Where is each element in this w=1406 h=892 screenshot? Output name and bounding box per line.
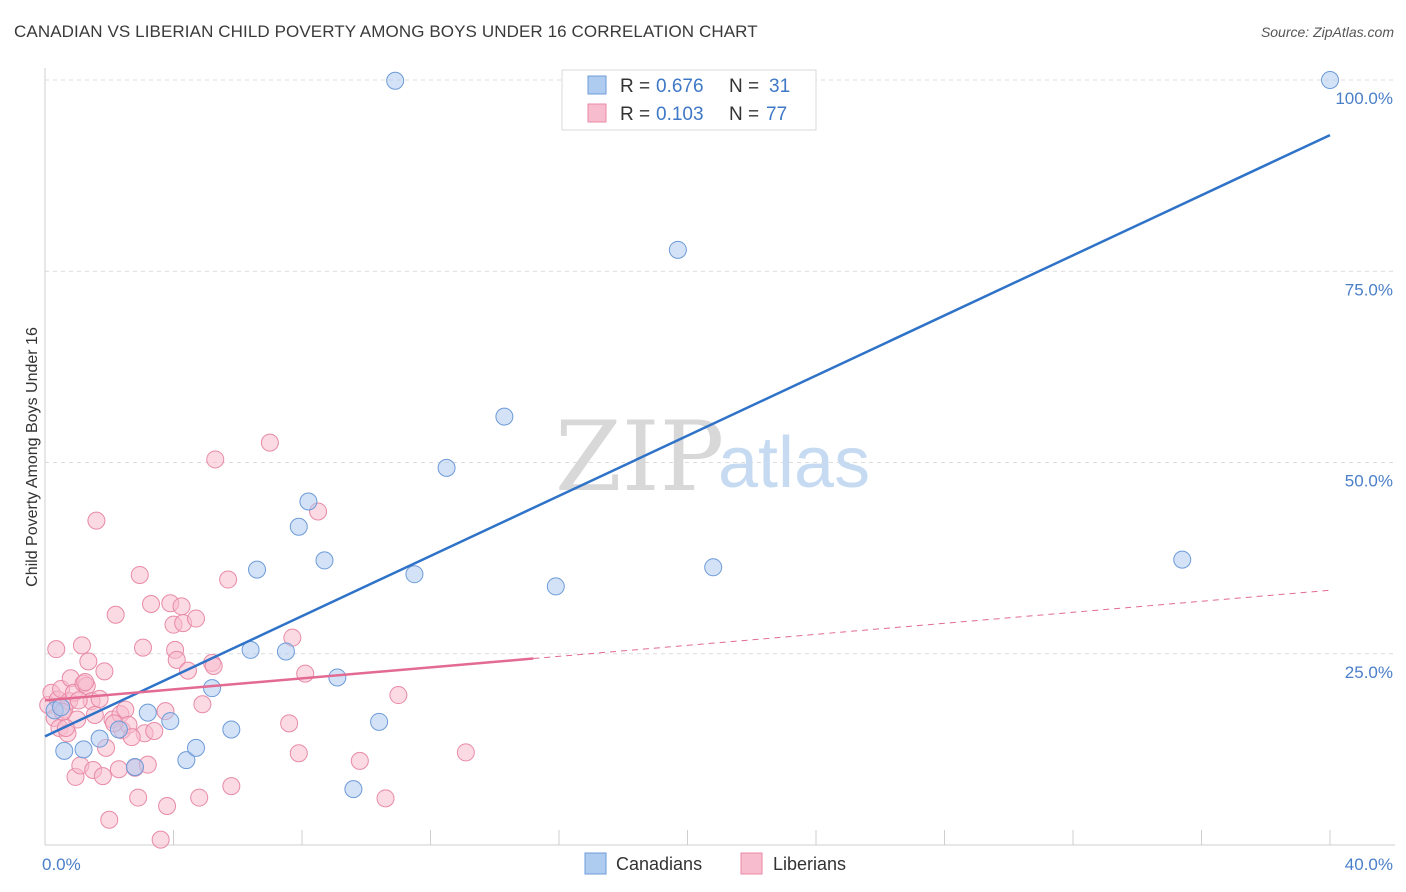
axes — [44, 68, 1395, 846]
liberian-point — [186, 609, 205, 628]
canadian-point — [276, 642, 295, 661]
liberian-point — [133, 638, 152, 657]
canadian-point — [90, 729, 109, 748]
legend-r-value-canadians: 0.676 — [656, 76, 704, 97]
legend-r-label-liberians: R = — [620, 104, 650, 125]
liberian-point — [72, 636, 91, 655]
canadian-point — [328, 668, 347, 687]
canadian-point — [74, 740, 93, 759]
liberian-point — [93, 767, 112, 786]
canadians-trend-line — [44, 133, 1331, 738]
legend-r-label-canadians: R = — [620, 76, 650, 97]
canadian-point — [1321, 71, 1339, 89]
axis-ticks: 25.0% 50.0% 75.0% 100.0% 0.0% 40.0% — [42, 89, 1393, 874]
liberian-point — [76, 673, 95, 692]
y-tick-label: 100.0% — [1335, 89, 1393, 108]
canadian-point — [55, 741, 74, 760]
canadian-point — [177, 751, 196, 770]
canadian-point — [248, 560, 267, 579]
x-tick-label-max: 40.0% — [1345, 855, 1393, 874]
watermark: ZIP atlas — [555, 401, 870, 513]
liberian-point — [350, 751, 369, 770]
legend-swatch-canadians — [587, 75, 607, 95]
canadian-point — [370, 712, 389, 731]
canadian-point — [109, 720, 128, 739]
chart-title: CANADIAN VS LIBERIAN CHILD POVERTY AMONG… — [14, 22, 758, 41]
liberian-point — [260, 433, 279, 452]
canadian-point — [546, 577, 565, 596]
liberian-point — [376, 789, 395, 808]
liberian-point — [193, 695, 212, 714]
liberian-point — [158, 796, 177, 815]
y-axis-label: Child Poverty Among Boys Under 16 — [24, 327, 41, 587]
series-legend: Canadians Liberians — [584, 852, 846, 875]
canadian-point — [437, 458, 456, 477]
canadian-point — [405, 565, 424, 584]
liberians-trend-line-extrapolated — [533, 589, 1331, 660]
liberian-point — [100, 810, 119, 829]
liberian-point — [167, 650, 186, 669]
stats-legend: R = 0.676 N = 31 R = 0.103 N = 77 — [561, 69, 817, 131]
y-tick-label: 25.0% — [1345, 663, 1393, 682]
legend-n-label-canadians: N = — [729, 76, 759, 97]
canadian-point — [386, 71, 405, 90]
trend-lines — [44, 133, 1331, 738]
legend-n-value-liberians: 77 — [766, 104, 787, 125]
liberian-point — [172, 597, 191, 616]
canadian-point — [289, 517, 308, 536]
liberian-point — [145, 722, 164, 741]
data-points — [39, 71, 1339, 849]
liberian-point — [222, 777, 241, 796]
liberian-point — [90, 689, 109, 708]
bottom-legend-liberians: Liberians — [773, 854, 846, 874]
liberian-point — [456, 743, 475, 762]
liberian-point — [130, 565, 149, 584]
canadian-point — [222, 720, 241, 739]
liberian-point — [87, 511, 106, 530]
liberian-point — [106, 605, 125, 624]
canadian-point — [495, 407, 514, 426]
canadian-point — [299, 492, 318, 511]
canadian-point — [161, 712, 180, 731]
liberian-point — [79, 652, 98, 671]
y-tick-label: 75.0% — [1345, 280, 1393, 299]
canadian-point — [138, 703, 157, 722]
legend-r-value-liberians: 0.103 — [656, 104, 704, 125]
x-tick-label-min: 0.0% — [42, 855, 81, 874]
source-label: Source: ZipAtlas.com — [1260, 24, 1394, 40]
canadian-point — [203, 679, 222, 698]
canadian-point — [52, 698, 71, 717]
liberian-point — [289, 744, 308, 763]
canadian-point — [186, 738, 205, 757]
bottom-legend-swatch-liberians — [740, 852, 763, 875]
bottom-legend-canadians: Canadians — [616, 854, 702, 874]
liberian-point — [116, 700, 135, 719]
canadian-point — [315, 551, 334, 570]
canadian-point — [1173, 550, 1192, 569]
y-tick-label: 50.0% — [1345, 472, 1393, 491]
canadian-point — [344, 780, 363, 799]
liberian-point — [109, 760, 128, 779]
liberian-point — [206, 450, 225, 469]
liberian-point — [219, 570, 238, 589]
bottom-legend-swatch-canadians — [584, 852, 607, 875]
canadian-point — [704, 558, 723, 577]
liberian-point — [129, 788, 148, 807]
liberian-point — [280, 714, 299, 733]
liberian-point — [95, 662, 114, 681]
watermark-atlas: atlas — [718, 423, 870, 503]
liberian-point — [69, 691, 88, 710]
liberian-point — [142, 595, 161, 614]
legend-n-label-liberians: N = — [729, 104, 759, 125]
canadian-point — [125, 757, 144, 776]
legend-n-value-canadians: 31 — [769, 76, 790, 97]
liberian-point — [151, 830, 170, 849]
liberians-trend-line — [44, 657, 534, 702]
liberian-point — [190, 788, 209, 807]
liberian-point — [47, 640, 66, 659]
liberian-point — [389, 686, 408, 705]
canadian-point — [668, 240, 687, 259]
legend-swatch-liberians — [587, 103, 607, 123]
